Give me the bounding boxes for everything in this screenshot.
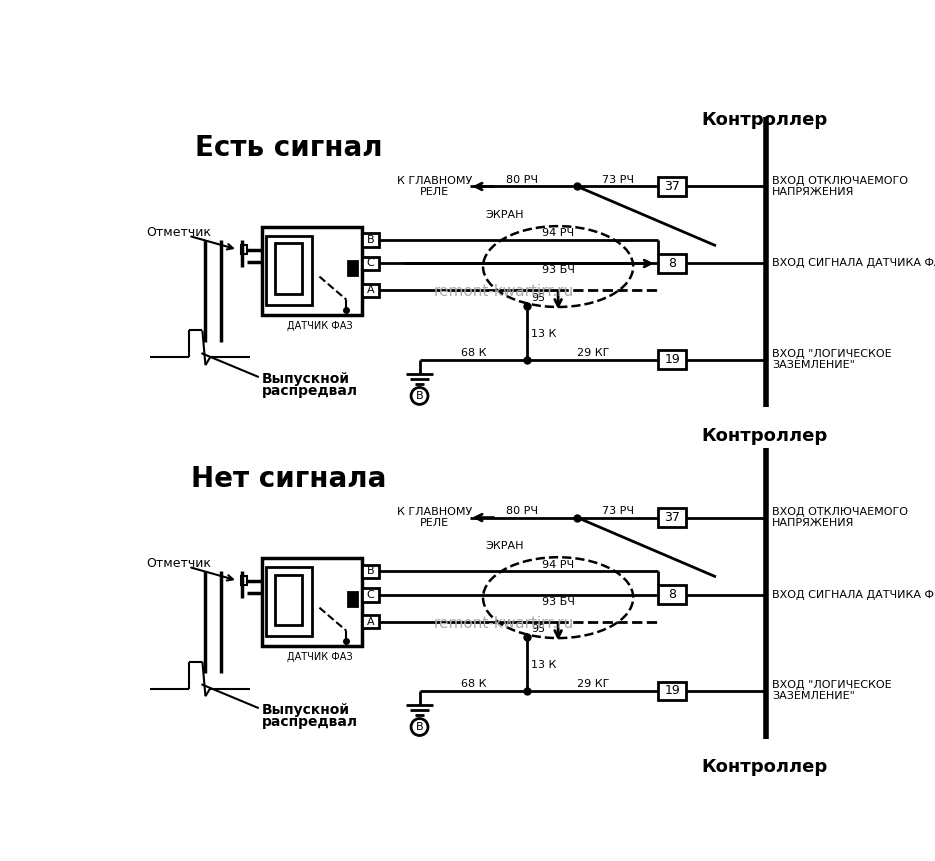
Text: К ГЛАВНОМУ: К ГЛАВНОМУ <box>397 177 472 186</box>
Text: Нет сигнала: Нет сигнала <box>191 465 386 493</box>
Text: ЭКРАН: ЭКРАН <box>485 210 524 220</box>
Bar <box>275 244 302 294</box>
Text: 94 РЧ: 94 РЧ <box>542 228 574 238</box>
Bar <box>658 254 686 273</box>
Text: НАПРЯЖЕНИЯ: НАПРЯЖЕНИЯ <box>772 187 855 197</box>
Bar <box>362 283 379 297</box>
Text: Выпускной: Выпускной <box>262 372 350 386</box>
Bar <box>241 245 247 254</box>
Text: Контроллер: Контроллер <box>701 111 827 129</box>
Text: 19: 19 <box>664 684 680 697</box>
Text: 95: 95 <box>531 624 545 635</box>
Text: A: A <box>367 616 374 627</box>
Bar <box>362 588 379 602</box>
Text: РЕЛЕ: РЕЛЕ <box>421 187 450 197</box>
Text: 13 К: 13 К <box>531 660 556 670</box>
Bar <box>658 350 686 369</box>
Text: Отметчик: Отметчик <box>146 557 211 570</box>
Text: 93 БЧ: 93 БЧ <box>541 265 574 276</box>
Bar <box>658 508 686 527</box>
Text: Отметчик: Отметчик <box>146 226 211 239</box>
Text: C: C <box>367 590 374 599</box>
Bar <box>362 233 379 247</box>
Text: B: B <box>367 235 374 245</box>
Text: 80 РЧ: 80 РЧ <box>506 505 538 516</box>
Text: B: B <box>416 722 424 732</box>
Text: 37: 37 <box>664 511 680 524</box>
Text: ДАТЧИК ФАЗ: ДАТЧИК ФАЗ <box>287 321 353 331</box>
Text: ЭКРАН: ЭКРАН <box>485 541 524 551</box>
Bar <box>241 576 247 585</box>
Text: 93 БЧ: 93 БЧ <box>541 597 574 606</box>
Text: 29 КГ: 29 КГ <box>577 348 609 358</box>
Text: C: C <box>367 258 374 269</box>
Text: 95: 95 <box>531 293 545 303</box>
Text: ЗАЗЕМЛЕНИЕ": ЗАЗЕМЛЕНИЕ" <box>772 691 855 701</box>
Bar <box>362 257 379 270</box>
Text: 8: 8 <box>669 588 676 601</box>
Bar <box>262 558 362 646</box>
Bar <box>266 567 311 636</box>
Text: 80 РЧ: 80 РЧ <box>506 175 538 184</box>
Text: 68 К: 68 К <box>461 679 486 689</box>
Text: РЕЛЕ: РЕЛЕ <box>421 518 450 528</box>
Text: A: A <box>367 286 374 295</box>
Text: Контроллер: Контроллер <box>701 758 827 776</box>
Text: 13 К: 13 К <box>531 329 556 338</box>
Bar <box>275 574 302 624</box>
Bar <box>658 177 686 195</box>
Text: ВХОД "ЛОГИЧЕСКОЕ: ВХОД "ЛОГИЧЕСКОЕ <box>772 350 892 359</box>
Text: ЗАЗЕМЛЕНИЕ": ЗАЗЕМЛЕНИЕ" <box>772 360 855 370</box>
Bar <box>362 565 379 579</box>
Text: ДАТЧИК ФАЗ: ДАТЧИК ФАЗ <box>287 652 353 662</box>
Bar <box>658 682 686 700</box>
Text: НАПРЯЖЕНИЯ: НАПРЯЖЕНИЯ <box>772 518 855 528</box>
Text: 94 РЧ: 94 РЧ <box>542 560 574 569</box>
Text: 19: 19 <box>664 353 680 366</box>
Bar <box>241 245 247 254</box>
Bar <box>362 615 379 629</box>
Bar <box>266 236 311 305</box>
Text: 29 КГ: 29 КГ <box>577 679 609 689</box>
Text: Выпускной: Выпускной <box>262 703 350 717</box>
Text: 68 К: 68 К <box>461 348 486 358</box>
Text: B: B <box>367 567 374 577</box>
Text: 37: 37 <box>664 180 680 193</box>
Text: 73 РЧ: 73 РЧ <box>602 175 634 184</box>
Text: Контроллер: Контроллер <box>701 427 827 445</box>
Text: 8: 8 <box>669 257 676 270</box>
Bar <box>241 576 247 585</box>
Text: B: B <box>416 391 424 401</box>
Text: К ГЛАВНОМУ: К ГЛАВНОМУ <box>397 507 472 517</box>
Bar <box>348 592 357 606</box>
Text: ВХОД ОТКЛЮЧАЕМОГО: ВХОД ОТКЛЮЧАЕМОГО <box>772 176 908 186</box>
Bar <box>658 585 686 604</box>
Text: распредвал: распредвал <box>262 715 358 728</box>
Text: Есть сигнал: Есть сигнал <box>194 134 382 162</box>
Text: распредвал: распредвал <box>262 383 358 398</box>
Bar <box>348 261 357 275</box>
Text: remont-kwartirr.ru: remont-kwartirr.ru <box>434 284 574 300</box>
Text: remont-kwartirr.ru: remont-kwartirr.ru <box>434 616 574 630</box>
Text: ВХОД "ЛОГИЧЕСКОЕ: ВХОД "ЛОГИЧЕСКОЕ <box>772 680 892 691</box>
Text: ВХОД ОТКЛЮЧАЕМОГО: ВХОД ОТКЛЮЧАЕМОГО <box>772 507 908 517</box>
Text: ВХОД СИГНАЛА ДАТЧИКА ФАЗ: ВХОД СИГНАЛА ДАТЧИКА ФАЗ <box>772 258 935 269</box>
Text: 73 РЧ: 73 РЧ <box>602 505 634 516</box>
Text: ВХОД СИГНАЛА ДАТЧИКА Ф: ВХОД СИГНАЛА ДАТЧИКА Ф <box>772 590 934 599</box>
Bar <box>262 226 362 315</box>
